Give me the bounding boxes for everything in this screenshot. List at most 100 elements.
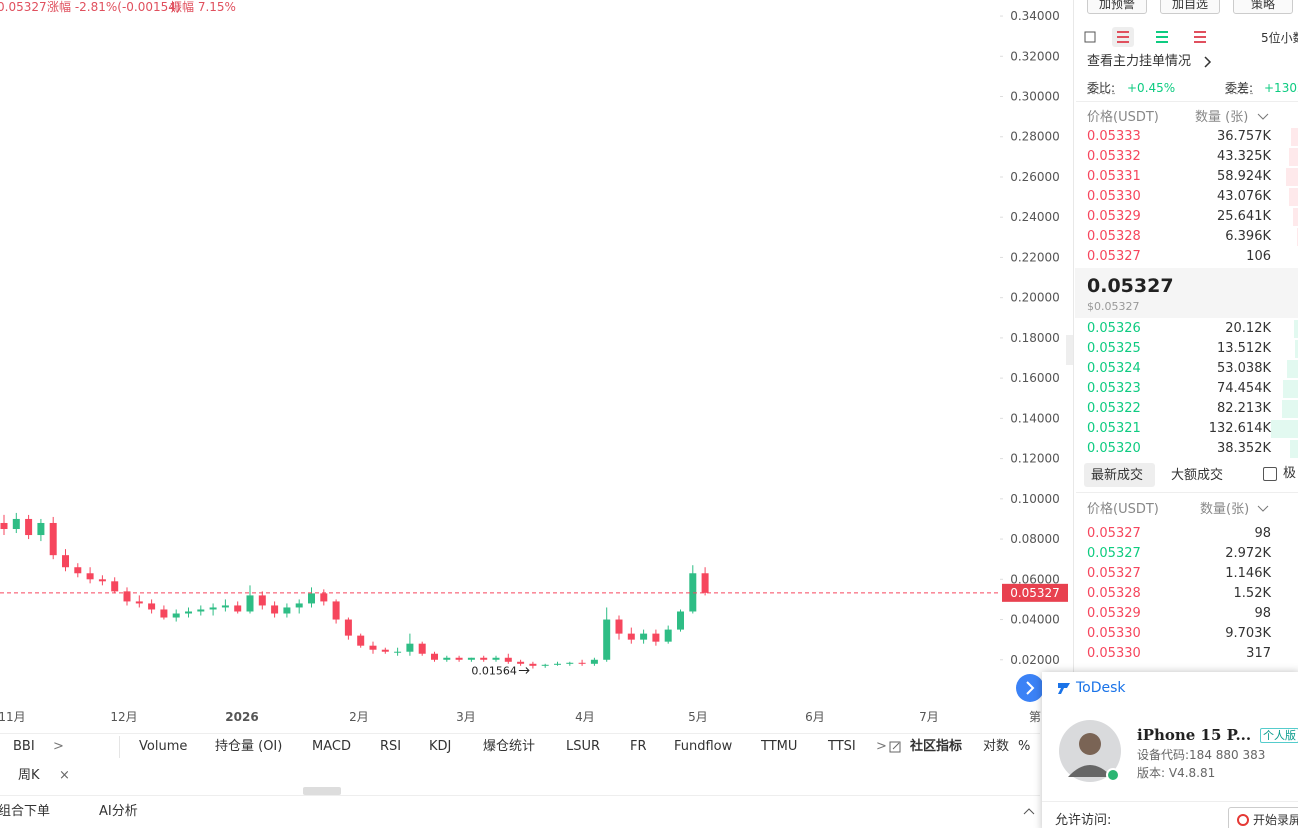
depth-link[interactable]: 查看主力挂单情况 [1087,54,1192,69]
record-icon [1237,814,1249,826]
view-icon[interactable] [1194,31,1206,43]
indicator-item[interactable]: TTSI [828,739,856,754]
trade-price: 0.05327 [1087,566,1141,581]
edit-icon[interactable] [889,741,901,753]
book-amount: 13.512K [1216,341,1271,356]
candle-body [701,573,709,593]
y-tick-label: 0.22000 [1010,250,1060,264]
indicator-item[interactable]: Volume [139,739,188,754]
trade-price: 0.05330 [1087,646,1141,661]
view-icon[interactable] [1084,31,1096,43]
expand-button[interactable] [1016,674,1044,702]
trade-amount: 98 [1254,606,1271,621]
mid-price-band [1075,268,1298,318]
x-tick-label: 2月 [349,710,369,724]
record-label: 开始录屏 [1253,813,1298,827]
candle-body [25,518,33,536]
depth-bar [1281,400,1298,418]
indicator-toolbar [0,733,1040,762]
community-indicators[interactable]: 社区指标 [910,739,963,754]
period-close[interactable]: × [59,768,70,783]
candle-body [664,629,672,642]
candle-body [418,643,426,654]
candle-body [74,567,82,574]
expand-icon [1026,681,1035,695]
record-button[interactable] [1228,807,1298,828]
large-trades-tab[interactable]: 大额成交 [1171,468,1224,483]
book-price: 0.05330 [1087,189,1141,204]
candle-body [185,611,192,614]
candle-body [615,619,623,634]
book-price: 0.05324 [1087,361,1141,376]
indicator-item[interactable]: BBI [13,739,35,754]
indicator-item[interactable]: 持仓量 (OI) [215,739,283,754]
divider [1076,101,1298,102]
last-price-label: 0.05327 [1010,586,1060,600]
amount-header[interactable]: 数量 (张) [1195,110,1249,125]
view-icon[interactable] [1156,31,1168,43]
indicator-item[interactable]: TTMU [761,739,798,754]
watchlist-button[interactable]: 加自选 [1160,0,1220,14]
ai-analysis[interactable]: AI分析 [99,804,138,819]
low-arrow [518,667,530,674]
indicator-item[interactable]: 爆仓统计 [483,739,536,754]
indicator-item[interactable]: Fundflow [674,739,733,754]
candle-body [320,593,328,602]
candle-body [172,613,180,618]
depth-bar [1271,420,1298,438]
log-toggle[interactable]: 对数 [983,739,1010,754]
candle-body [37,522,45,536]
avatar [1059,720,1121,782]
book-price: 0.05327 [1087,249,1141,264]
checkbox[interactable] [1263,467,1277,481]
candle-body [111,581,119,592]
combo-order[interactable]: 组合下单 [0,804,51,819]
y-tick-label: 0.20000 [1010,291,1060,305]
indicator-item[interactable]: FR [630,739,647,754]
ratio-value: +0.45% [1127,81,1176,95]
access-label: 允许访问: [1055,813,1112,828]
period-tab[interactable]: 周K [18,768,40,783]
book-amount: 53.038K [1216,361,1271,376]
candle-body [258,595,266,606]
indicator-item[interactable]: RSI [380,739,402,754]
price-header: 价格(USDT) [1087,110,1159,125]
indicator-item[interactable]: MACD [312,739,351,754]
book-price: 0.05323 [1087,381,1141,396]
device-name: iPhone 15 P... [1137,726,1252,744]
y-tick-label: 0.32000 [1010,49,1060,63]
candle-body [627,633,635,640]
indicator-item[interactable]: > [53,739,64,754]
decimals-select[interactable]: 5位小数 [1261,31,1298,45]
strategy-button[interactable]: 策略 [1233,0,1293,14]
candle-body [689,573,697,612]
book-price: 0.05322 [1087,401,1141,416]
collapse-icon[interactable] [1022,806,1036,816]
candle-body [62,555,69,568]
book-price: 0.05326 [1087,321,1141,336]
candle-body [541,664,549,666]
indicator-item[interactable]: KDJ [429,739,452,754]
percent-toggle[interactable]: % [1018,739,1031,754]
book-amount: 38.352K [1216,441,1271,456]
trade-amount: 1.146K [1225,566,1271,581]
panel-handle[interactable] [1066,335,1073,365]
resize-handle[interactable] [303,787,341,795]
indicator-item[interactable]: LSUR [566,739,601,754]
x-tick-label: 第 [1029,710,1041,724]
trade-amount-header[interactable]: 数量(张) [1200,502,1250,517]
book-price: 0.05321 [1087,421,1141,436]
candle-body [49,522,57,556]
candle-body [246,595,254,612]
latest-trades-tab[interactable]: 最新成交 [1091,468,1144,483]
candle-body [431,653,438,660]
tab-bg [1084,463,1155,487]
indicator-item[interactable]: > [876,739,887,754]
diff-label: 委差: [1225,81,1254,95]
divider [1042,801,1298,802]
low-annotation: 0.01564 [471,665,517,678]
candle-body [12,518,20,530]
alert-button[interactable]: 加预警 [1087,0,1147,14]
depth-bar [1283,380,1298,398]
x-tick-label: 2026 [225,710,258,724]
